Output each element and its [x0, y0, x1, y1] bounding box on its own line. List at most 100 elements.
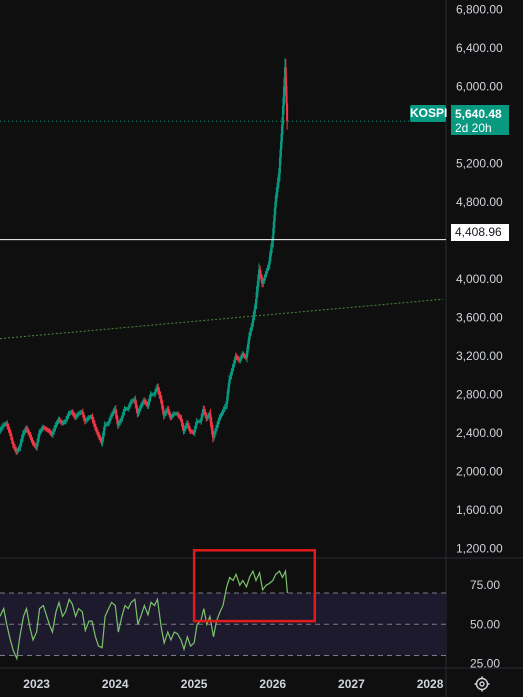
- candle-body: [201, 413, 204, 418]
- oscillator-line: [0, 568, 288, 661]
- candle-body: [31, 439, 34, 443]
- candle-body: [26, 428, 29, 431]
- candle-body: [48, 431, 51, 433]
- candle-body: [43, 427, 46, 429]
- candle-body: [74, 415, 77, 418]
- candle-body: [2, 425, 5, 428]
- oscillator-tick-label: 25.00: [470, 656, 500, 670]
- candle-body: [255, 291, 258, 304]
- candle-body: [58, 419, 61, 421]
- candle-body: [206, 416, 209, 419]
- oscillator-tick-label: 75.00: [470, 578, 500, 592]
- candle-body: [125, 408, 128, 410]
- candle-body: [89, 416, 92, 418]
- candle-body: [45, 429, 48, 431]
- candle-body: [278, 157, 281, 174]
- candle-body: [49, 432, 52, 434]
- candle-body: [247, 336, 250, 344]
- candle-body: [83, 418, 86, 422]
- candle-body: [254, 303, 257, 310]
- candle-body: [76, 414, 79, 417]
- oscillator-series: [0, 568, 288, 661]
- candle-body: [129, 402, 132, 405]
- candle-body: [134, 399, 137, 405]
- candle-body: [132, 400, 135, 402]
- candle-body: [137, 411, 140, 414]
- candle-body: [81, 411, 84, 415]
- candle-body: [110, 415, 113, 419]
- candle-body: [37, 437, 40, 443]
- candle-body: [108, 420, 111, 424]
- candle-body: [261, 279, 264, 284]
- candle-body: [61, 422, 64, 424]
- candle-body: [114, 408, 117, 415]
- candle-body: [94, 427, 97, 430]
- trendline-line: [0, 298, 444, 340]
- y-tick-label: 4,000.00: [456, 272, 503, 286]
- candle-body: [161, 404, 164, 411]
- y-tick-label: 6,400.00: [456, 41, 503, 55]
- candle-body: [95, 429, 98, 433]
- candle-body: [3, 424, 6, 426]
- x-tick-label: 2025: [181, 677, 208, 691]
- candle-body: [8, 429, 11, 433]
- candle-body: [24, 428, 27, 431]
- candle-body: [12, 444, 15, 448]
- candle-body: [181, 422, 184, 427]
- candle-body: [98, 434, 101, 438]
- candle-body: [23, 430, 26, 432]
- candle-body: [115, 414, 118, 420]
- candle-body: [78, 413, 81, 415]
- candle-body: [281, 105, 284, 126]
- candle-body: [176, 413, 179, 416]
- candle-body: [280, 125, 283, 142]
- candle-body: [21, 433, 24, 439]
- gear-icon[interactable]: [474, 676, 490, 692]
- candle-body: [186, 423, 189, 426]
- trendline[interactable]: [0, 298, 444, 340]
- candle-body: [11, 440, 14, 445]
- candle-body: [250, 327, 253, 332]
- candle-body: [153, 391, 156, 395]
- highlight-box[interactable]: [192, 549, 317, 623]
- candle-body: [241, 354, 244, 357]
- candle-body: [60, 422, 63, 424]
- candle-body: [79, 412, 82, 414]
- candle-body: [38, 432, 41, 438]
- y-tick-label: 6,800.00: [456, 3, 503, 17]
- candle-body: [149, 394, 152, 399]
- candle-body: [168, 411, 171, 415]
- candle-body: [227, 388, 230, 397]
- candle-body: [174, 413, 177, 415]
- candle-body: [32, 442, 35, 445]
- candle-body: [148, 398, 151, 403]
- candle-body: [157, 386, 160, 391]
- last-price-badge: 5,640.48 2d 20h: [451, 105, 509, 135]
- candle-body: [0, 429, 2, 432]
- y-tick-label: 1,600.00: [456, 503, 503, 517]
- candle-body: [127, 406, 130, 409]
- candle-body: [282, 86, 285, 106]
- oscillator-band: [0, 592, 446, 656]
- candle-body: [105, 423, 108, 425]
- candle-body: [167, 408, 170, 412]
- candle-body: [200, 417, 203, 422]
- x-tick-label: 2024: [102, 677, 129, 691]
- candle-body: [142, 400, 145, 403]
- candle-body: [154, 389, 157, 392]
- candle-body: [258, 269, 261, 281]
- candle-body: [80, 411, 83, 413]
- candle-body: [230, 371, 233, 376]
- y-axis-ticks: 6,800.00 6,400.00 6,000.00 5,200.00 4,800.00…: [456, 3, 503, 556]
- candle-body: [17, 448, 20, 451]
- highlight-box-rect: [192, 549, 317, 623]
- candle-body: [172, 413, 175, 415]
- candle-body: [107, 423, 110, 425]
- candle-body: [246, 343, 249, 351]
- y-tick-label: 4,800.00: [456, 195, 503, 209]
- candle-body: [70, 411, 73, 413]
- candle-body: [126, 408, 129, 410]
- candle-body: [286, 103, 289, 122]
- candle-body: [150, 394, 153, 396]
